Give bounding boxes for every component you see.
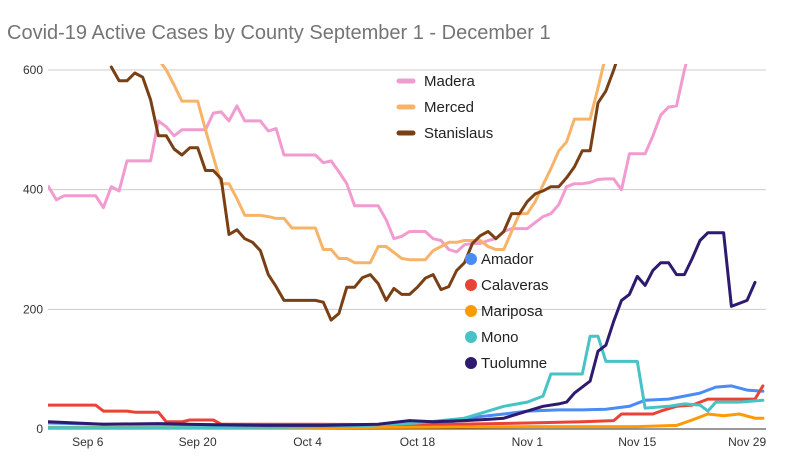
x-tick-label: Oct 4 xyxy=(293,435,322,449)
series-line-amador xyxy=(48,384,765,427)
y-tick-label: 0 xyxy=(36,422,43,436)
y-tick-label: 400 xyxy=(23,183,43,197)
legend-label-madera: Madera xyxy=(424,73,476,90)
x-tick-label: Oct 18 xyxy=(400,435,436,449)
legend-dot-amador xyxy=(465,253,477,265)
series-group xyxy=(48,64,765,430)
chart-title: Covid-19 Active Cases by County Septembe… xyxy=(7,22,551,44)
legend-label-mariposa: Mariposa xyxy=(481,303,543,320)
legend-label-tuolumne: Tuolumne xyxy=(481,355,547,372)
series-line-calaveras xyxy=(48,384,765,427)
legend-label-calaveras: Calaveras xyxy=(481,277,549,294)
legend-dot-tuolumne xyxy=(465,357,477,369)
legend-label-stanislaus: Stanislaus xyxy=(424,125,493,142)
legend-label-amador: Amador xyxy=(481,251,534,268)
x-tick-label: Sep 20 xyxy=(179,435,217,449)
legend-label-merced: Merced xyxy=(424,99,474,116)
x-tick-label: Nov 15 xyxy=(618,435,656,449)
y-tick-label: 200 xyxy=(23,302,43,316)
y-tick-label: 600 xyxy=(23,63,43,77)
series-line-madera xyxy=(48,64,688,254)
x-tick-label: Nov 29 xyxy=(728,435,766,449)
legend-dot-calaveras xyxy=(465,279,477,291)
x-tick-label: Sep 6 xyxy=(72,435,104,449)
series-line-tuolumne xyxy=(48,231,757,427)
legend-dot-mariposa xyxy=(465,305,477,317)
series-line-stanislaus xyxy=(109,64,618,322)
legend-label-mono: Mono xyxy=(481,329,519,346)
legend-dot-mono xyxy=(465,331,477,343)
series-line-merced xyxy=(160,64,606,265)
x-tick-label: Nov 1 xyxy=(512,435,544,449)
